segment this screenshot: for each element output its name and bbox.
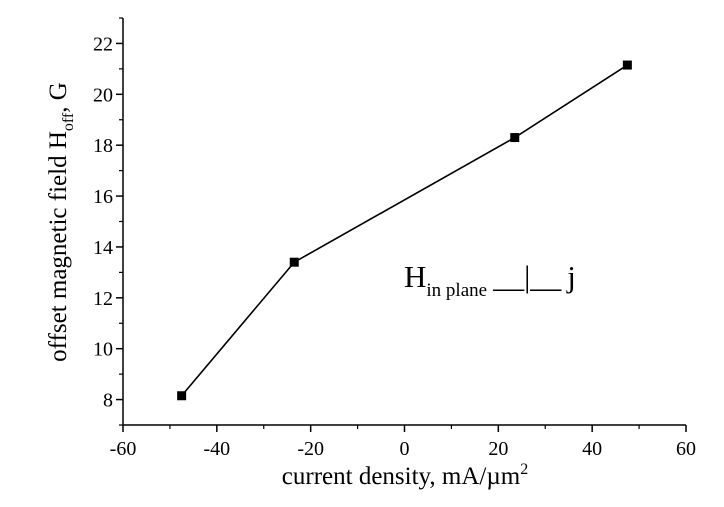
x-tick-label: 40 bbox=[582, 438, 602, 460]
x-tick-label: 0 bbox=[400, 438, 410, 460]
y-tick-label: 12 bbox=[93, 288, 113, 310]
data-point-marker bbox=[622, 60, 632, 70]
x-ticks: -60 -40 -20 0 20 40 60 bbox=[110, 425, 696, 460]
data-point-marker bbox=[177, 391, 187, 401]
y-ticks: 8 10 12 14 16 18 20 22 bbox=[93, 17, 123, 426]
y-tick-label: 22 bbox=[93, 33, 113, 55]
y-tick-label: 14 bbox=[93, 237, 113, 259]
y-tick-label: 18 bbox=[93, 135, 113, 157]
x-tick-label: -60 bbox=[110, 438, 137, 460]
x-tick-label: 60 bbox=[676, 438, 696, 460]
series-layer bbox=[177, 60, 632, 401]
y-tick-label: 16 bbox=[93, 186, 113, 208]
x-axis-title: current density, mA/µm2 bbox=[282, 461, 528, 490]
x-tick-label: -40 bbox=[203, 438, 230, 460]
x-tick-label: -20 bbox=[297, 438, 324, 460]
y-tick-label: 20 bbox=[93, 84, 113, 106]
field-orientation-annotation: Hin plane __|__ j bbox=[404, 259, 576, 301]
y-tick-label: 10 bbox=[93, 339, 113, 361]
data-point-marker bbox=[289, 257, 299, 267]
series-line bbox=[181, 64, 628, 397]
y-axis-title: offset magnetic field Hoff, G bbox=[45, 82, 77, 362]
data-point-marker bbox=[510, 133, 520, 143]
y-tick-label: 8 bbox=[103, 390, 113, 412]
x-tick-label: 20 bbox=[488, 438, 508, 460]
